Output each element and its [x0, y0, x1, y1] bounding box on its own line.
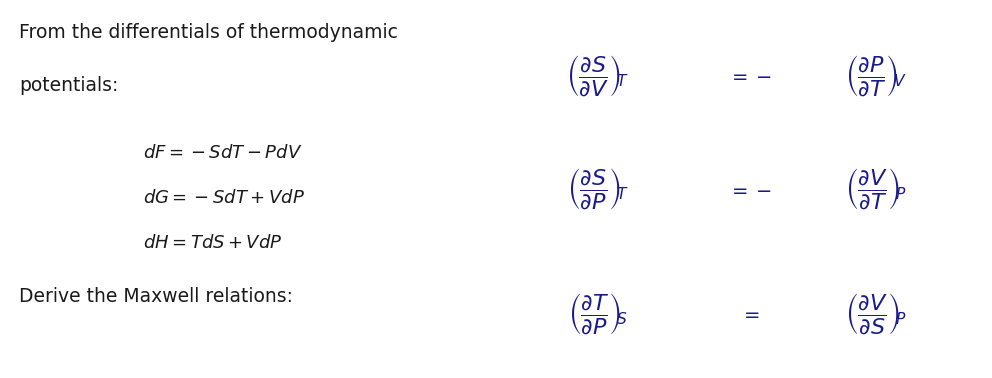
Text: $dF = -SdT - PdV$: $dF = -SdT - PdV$ [143, 144, 303, 162]
Text: $\left(\dfrac{\partial V}{\partial T}\right)_{\!\!P}$: $\left(\dfrac{\partial V}{\partial T}\ri… [845, 167, 908, 211]
Text: $= -$: $= -$ [728, 180, 772, 198]
Text: $\left(\dfrac{\partial P}{\partial T}\right)_{\!\!V}$: $\left(\dfrac{\partial P}{\partial T}\ri… [845, 53, 908, 98]
Text: Derive the Maxwell relations:: Derive the Maxwell relations: [19, 287, 293, 306]
Text: $\left(\dfrac{\partial S}{\partial P}\right)_{\!\!T}$: $\left(\dfrac{\partial S}{\partial P}\ri… [566, 167, 629, 211]
Text: potentials:: potentials: [19, 76, 118, 94]
Text: $dH = TdS + VdP$: $dH = TdS + VdP$ [143, 234, 283, 253]
Text: $= -$: $= -$ [728, 66, 772, 85]
Text: $=$: $=$ [740, 304, 760, 323]
Text: $\left(\dfrac{\partial T}{\partial P}\right)_{\!\!S}$: $\left(\dfrac{\partial T}{\partial P}\ri… [567, 291, 628, 336]
Text: $\left(\dfrac{\partial V}{\partial S}\right)_{\!\!P}$: $\left(\dfrac{\partial V}{\partial S}\ri… [845, 291, 908, 336]
Text: $\left(\dfrac{\partial S}{\partial V}\right)_{\!\!T}$: $\left(\dfrac{\partial S}{\partial V}\ri… [566, 53, 629, 98]
Text: From the differentials of thermodynamic: From the differentials of thermodynamic [19, 23, 398, 42]
Text: $dG = -SdT + VdP$: $dG = -SdT + VdP$ [143, 189, 305, 207]
